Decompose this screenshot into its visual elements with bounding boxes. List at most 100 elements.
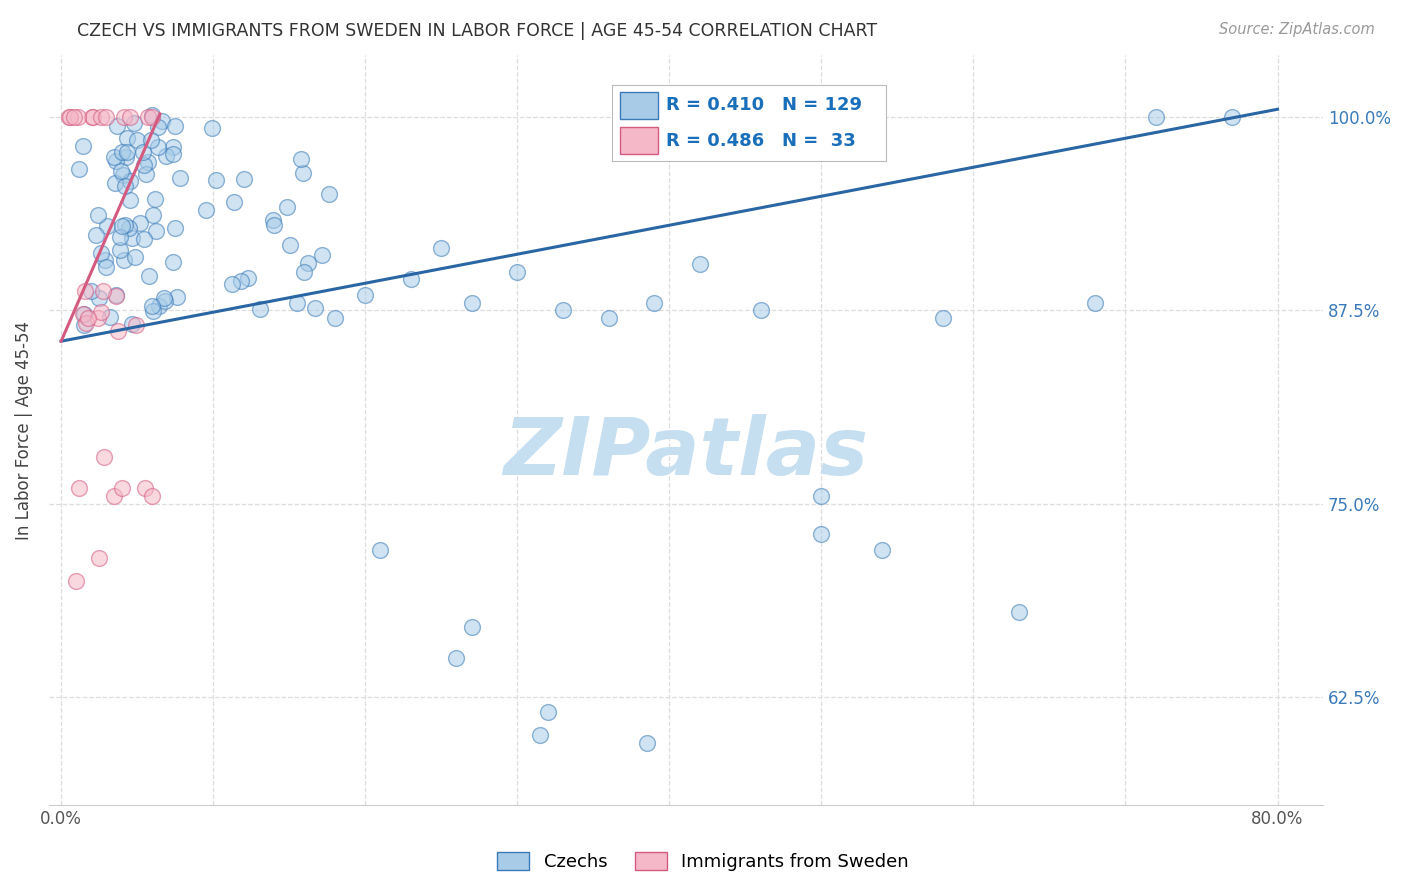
Point <box>323 311 346 326</box>
Point <box>134 481 156 495</box>
Point <box>58 110 80 124</box>
Point <box>290 152 312 166</box>
Point <box>145 224 167 238</box>
Point <box>318 187 340 202</box>
Point <box>115 150 138 164</box>
Point <box>229 274 252 288</box>
Point <box>89 550 111 565</box>
Point <box>110 243 132 257</box>
Point <box>104 153 127 168</box>
Point <box>111 169 134 183</box>
Point <box>749 303 772 318</box>
Point <box>141 489 163 503</box>
Point <box>430 242 453 256</box>
Point <box>132 232 155 246</box>
Point <box>643 295 665 310</box>
Point <box>138 268 160 283</box>
Point <box>114 179 136 194</box>
Point <box>297 256 319 270</box>
Point <box>194 202 217 217</box>
Point <box>169 171 191 186</box>
Point <box>276 200 298 214</box>
Point <box>141 299 163 313</box>
Point <box>105 288 128 302</box>
Point <box>96 219 118 233</box>
Point <box>238 271 260 285</box>
Point <box>150 114 173 128</box>
Point <box>232 171 254 186</box>
Point <box>98 310 121 325</box>
Point <box>73 318 96 333</box>
Point <box>84 228 107 243</box>
Point <box>311 248 333 262</box>
Point <box>86 311 108 326</box>
Point <box>94 260 117 274</box>
Point <box>103 150 125 164</box>
Point <box>460 620 482 634</box>
Point <box>153 294 176 309</box>
Point <box>91 284 114 298</box>
Point <box>121 231 143 245</box>
Point <box>115 145 138 159</box>
Point <box>292 166 315 180</box>
Point <box>166 290 188 304</box>
Point <box>141 133 163 147</box>
Text: Source: ZipAtlas.com: Source: ZipAtlas.com <box>1219 22 1375 37</box>
Point <box>262 213 284 227</box>
Point <box>529 729 551 743</box>
Point <box>103 489 125 503</box>
Point <box>689 257 711 271</box>
Point <box>94 253 117 268</box>
Point <box>285 296 308 310</box>
Point <box>399 272 422 286</box>
Point <box>118 193 141 207</box>
Point <box>76 310 98 325</box>
Point <box>90 110 112 124</box>
Point <box>162 146 184 161</box>
Text: R = 0.486: R = 0.486 <box>666 132 765 150</box>
Point <box>72 139 94 153</box>
Point <box>65 574 87 588</box>
Point <box>122 116 145 130</box>
Point <box>114 253 136 268</box>
Point <box>82 110 104 124</box>
Point <box>136 110 159 124</box>
Point <box>278 238 301 252</box>
Point <box>446 651 468 665</box>
Point <box>118 174 141 188</box>
Point <box>162 140 184 154</box>
Point <box>221 277 243 291</box>
Point <box>222 195 245 210</box>
Point <box>112 110 135 124</box>
Point <box>205 172 228 186</box>
Point <box>127 133 149 147</box>
Point <box>131 145 153 159</box>
Point <box>105 119 128 133</box>
Y-axis label: In Labor Force | Age 45-54: In Labor Force | Age 45-54 <box>15 320 32 540</box>
Point <box>59 110 82 124</box>
Point <box>104 176 127 190</box>
Point <box>94 110 117 124</box>
Point <box>354 288 377 302</box>
Point <box>110 229 132 244</box>
Point <box>141 108 163 122</box>
Point <box>165 220 187 235</box>
Point <box>107 324 129 338</box>
Point <box>72 307 94 321</box>
Point <box>129 216 152 230</box>
Point <box>67 481 90 495</box>
Point <box>132 158 155 172</box>
Point <box>810 527 832 541</box>
Point <box>93 450 115 465</box>
Point <box>537 706 560 720</box>
Point <box>1144 110 1167 124</box>
Point <box>810 489 832 503</box>
Point <box>506 265 529 279</box>
Point <box>870 543 893 558</box>
Point <box>163 119 186 133</box>
Point <box>162 255 184 269</box>
Point <box>1008 605 1031 619</box>
Point <box>75 284 97 298</box>
Point <box>249 301 271 316</box>
Legend: Czechs, Immigrants from Sweden: Czechs, Immigrants from Sweden <box>489 846 917 879</box>
